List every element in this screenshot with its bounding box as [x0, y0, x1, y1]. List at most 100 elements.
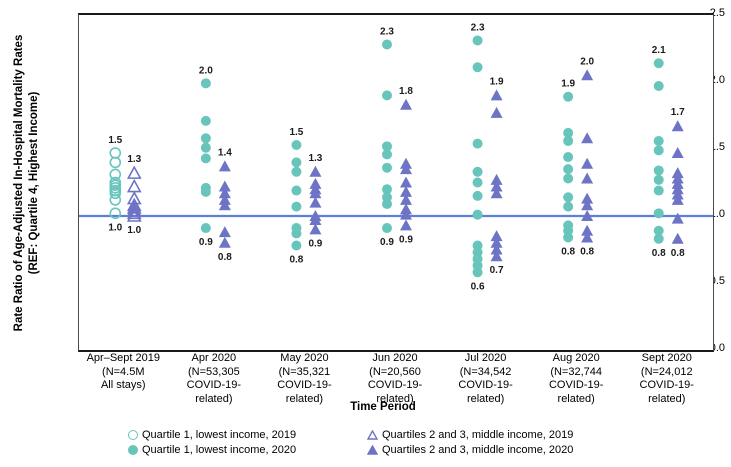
quartile1-point: [563, 232, 574, 243]
quartile1-min-label: 0.8: [561, 246, 575, 257]
quartile1-min-label: 0.8: [289, 254, 303, 265]
quartiles23-point: [490, 89, 503, 101]
quartile1-point: [291, 185, 302, 196]
legend-item-label: Quartile 1, lowest income, 2019: [142, 428, 297, 441]
quartiles23-max-label: 1.7: [671, 107, 685, 118]
quartiles23-point: [671, 193, 684, 205]
quartiles23-point: [581, 231, 594, 243]
quartile1-point: [472, 62, 483, 73]
quartiles23-point: [490, 180, 503, 192]
quartile1-point: [382, 39, 392, 50]
quartiles23-point: [581, 157, 594, 169]
quartiles23-min-label: 0.9: [308, 238, 322, 249]
quartile1-point: [291, 157, 302, 168]
quartile1-point: [382, 141, 392, 152]
legend-item: Quartile 1, lowest income, 2020: [127, 442, 296, 457]
y-axis-title-line2: (REF: Quartile 4, Highest Income): [28, 91, 40, 275]
quartile1-point: [291, 201, 302, 212]
quartiles23-min-label: 0.8: [218, 252, 232, 263]
quartiles23-point: [218, 236, 231, 248]
quartile1-max-label: 1.5: [108, 135, 122, 146]
quartiles23-point: [309, 196, 322, 208]
quartiles23-point: [671, 212, 684, 224]
quartiles23-point: [581, 199, 594, 211]
legend-item: Quartiles 2 and 3, middle income, 2019: [367, 427, 573, 442]
quartile1-point: [382, 149, 392, 160]
quartile1-point: [653, 233, 664, 244]
quartiles23-point: [218, 160, 231, 172]
quartile1-point: [563, 192, 574, 203]
quartile1-point: [563, 91, 574, 102]
x-category-label: May 2020 (N=35,321 COVID-19-related): [277, 352, 332, 405]
quartile1-point: [653, 174, 664, 185]
quartiles23-point: [126, 202, 142, 217]
quartile1-point: [472, 177, 483, 188]
quartiles23-point: [400, 185, 412, 197]
quartiles23-point: [309, 223, 322, 235]
quartile1-max-label: 2.0: [199, 65, 213, 76]
quartiles23-point: [400, 98, 412, 110]
quartile1-point: [653, 145, 664, 156]
quartiles23-point: [490, 106, 503, 118]
quartile1-point: [200, 186, 211, 197]
legend-column: Quartiles 2 and 3, middle income, 2019 Qu…: [367, 427, 573, 457]
quartiles23-point: [581, 132, 594, 144]
quartiles23-point: [490, 250, 503, 262]
quartile1-point: [200, 142, 211, 153]
quartiles23-point: [309, 214, 322, 226]
quartiles23-point: [581, 172, 594, 184]
quartiles23-point: [309, 187, 322, 199]
quartiles23-point: [400, 163, 412, 175]
quartiles23-max-label: 1.9: [490, 76, 504, 87]
quartile1-point: [653, 81, 664, 92]
x-axis-category-labels: Apr–Sept 2019 (N=4.5M All stays) Apr 2020 (N…: [78, 352, 712, 406]
y-axis-title: Rate Ratio of Age-Adjusted In-Hospital M…: [12, 3, 44, 363]
quartiles23-min-label: 1.0: [127, 225, 141, 236]
quartile1-point: [109, 207, 122, 220]
quartile1-point: [472, 166, 483, 177]
quartile1-point: [653, 185, 664, 196]
quartiles23-point: [126, 178, 142, 193]
quartile1-point: [472, 138, 483, 149]
quartile1-point: [382, 198, 392, 209]
quartile1-max-label: 2.3: [471, 22, 485, 33]
quartile1-point: [291, 240, 302, 251]
quartiles23-point: [671, 232, 684, 244]
legend-item-label: Quartile 1, lowest income, 2020: [142, 443, 297, 456]
quartile1-min-label: 0.9: [199, 237, 213, 248]
quartiles23-point: [126, 200, 142, 214]
triangle-open-icon: [367, 429, 378, 440]
quartiles23-max-label: 1.8: [399, 86, 413, 97]
quartile1-point: [200, 133, 211, 144]
y-axis-title-line1: Rate Ratio of Age-Adjusted In-Hospital M…: [13, 34, 25, 332]
quartile1-point: [653, 135, 664, 146]
quartile1-min-label: 1.0: [108, 222, 122, 233]
quartiles23-min-label: 0.7: [490, 265, 504, 276]
quartile1-point: [472, 267, 483, 278]
x-category-label: Aug 2020 (N=32,744 COVID-19-related): [548, 352, 604, 405]
quartile1-max-label: 2.1: [652, 45, 666, 56]
legend-item-label: Quartiles 2 and 3, middle income, 2020: [382, 443, 574, 456]
quartile1-point: [653, 208, 664, 219]
quartiles23-min-label: 0.8: [580, 246, 594, 257]
x-axis-title: Time Period: [350, 401, 416, 413]
quartiles23-point: [490, 187, 503, 199]
legend-item: Quartile 1, lowest income, 2019: [127, 427, 296, 442]
quartiles23-point: [671, 120, 684, 132]
quartiles23-max-label: 1.4: [218, 147, 232, 158]
scatter-plot: 1.5 1.0 1.3 1.0 2.0 0.9 1.4 0.8 1.5 0.8 1.3 0.9 2.3 0…: [79, 22, 713, 292]
quartiles23-max-label: 1.3: [127, 154, 141, 165]
quartile1-point: [653, 225, 664, 236]
quartiles23-point: [400, 176, 412, 188]
quartiles23-point: [309, 165, 322, 177]
quartiles23-point: [490, 230, 503, 242]
quartile1-point: [109, 156, 122, 169]
quartiles23-min-label: 0.9: [399, 234, 413, 245]
quartile1-point: [382, 184, 392, 195]
quartile1-min-label: 0.9: [380, 237, 394, 248]
quartiles23-point: [126, 165, 142, 179]
quartile1-point: [382, 162, 392, 173]
quartile1-point: [653, 165, 664, 176]
legend-item-label: Quartiles 2 and 3, middle income, 2019: [382, 428, 574, 441]
